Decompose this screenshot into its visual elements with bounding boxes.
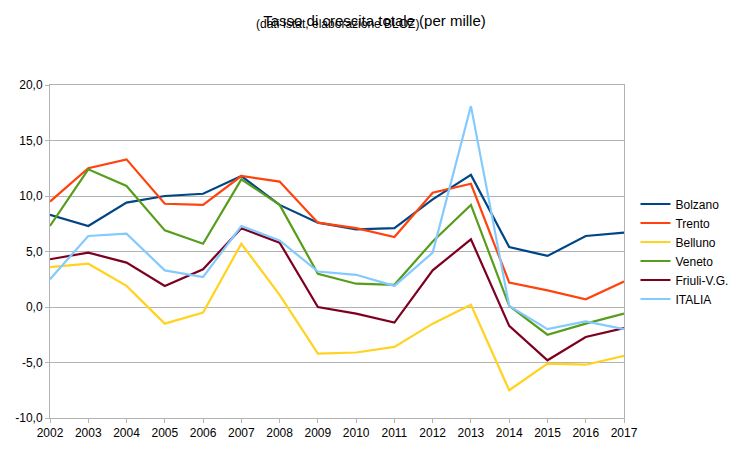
svg-text:2004: 2004 (113, 426, 140, 440)
svg-text:-5,0: -5,0 (22, 356, 43, 370)
svg-text:5,0: 5,0 (26, 245, 43, 259)
svg-text:2002: 2002 (37, 426, 64, 440)
svg-text:0,0: 0,0 (26, 300, 43, 314)
svg-text:Bolzano: Bolzano (675, 198, 719, 212)
svg-text:20,0: 20,0 (19, 78, 43, 92)
svg-text:Tasso di crescita totale (per: Tasso di crescita totale (per mille) (263, 12, 486, 29)
svg-text:2015: 2015 (534, 426, 561, 440)
svg-text:2017: 2017 (611, 426, 638, 440)
svg-text:ITALIA: ITALIA (675, 293, 711, 307)
svg-text:2010: 2010 (343, 426, 370, 440)
svg-text:2013: 2013 (458, 426, 485, 440)
svg-text:2012: 2012 (419, 426, 446, 440)
svg-text:Trento: Trento (675, 217, 710, 231)
svg-text:2005: 2005 (151, 426, 178, 440)
svg-text:Veneto: Veneto (675, 255, 713, 269)
svg-text:2008: 2008 (266, 426, 293, 440)
svg-text:2014: 2014 (496, 426, 523, 440)
svg-text:2006: 2006 (190, 426, 217, 440)
svg-text:10,0: 10,0 (19, 189, 43, 203)
svg-text:2003: 2003 (75, 426, 102, 440)
svg-text:Belluno: Belluno (675, 236, 715, 250)
svg-text:-10,0: -10,0 (15, 411, 43, 425)
svg-text:2011: 2011 (381, 426, 407, 440)
svg-text:15,0: 15,0 (19, 134, 43, 148)
svg-text:Friuli-V.G.: Friuli-V.G. (675, 274, 728, 288)
svg-text:(dati Istat, elaborazione BLOZ: (dati Istat, elaborazione BLOZ) (256, 17, 419, 31)
svg-text:2007: 2007 (228, 426, 255, 440)
svg-text:2009: 2009 (305, 426, 332, 440)
svg-text:2016: 2016 (572, 426, 599, 440)
